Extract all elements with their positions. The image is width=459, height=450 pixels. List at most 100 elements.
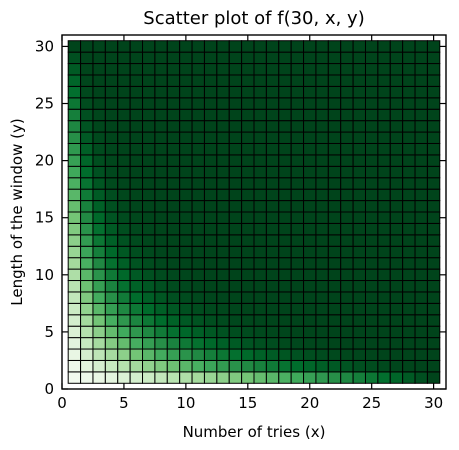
heatmap-cell [426, 51, 441, 65]
heatmap-cell [117, 245, 131, 259]
heatmap-cell [104, 302, 119, 316]
heatmap-cell [426, 200, 441, 213]
heatmap-cell [414, 280, 428, 293]
heatmap-cell [241, 165, 255, 179]
heatmap-cell [104, 120, 119, 133]
heatmap-cell [278, 337, 292, 350]
heatmap-cell [290, 165, 305, 179]
heatmap-cell [179, 234, 193, 247]
heatmap-cell [216, 177, 230, 190]
heatmap-cell [154, 348, 168, 361]
heatmap-cell [402, 268, 416, 282]
heatmap-cell [265, 51, 280, 65]
heatmap-cell [203, 348, 218, 361]
heatmap-cell [303, 177, 317, 190]
heatmap-cell [67, 63, 82, 76]
heatmap-cell [117, 371, 131, 384]
heatmap-cell [154, 74, 168, 87]
heatmap-cell [142, 177, 156, 190]
heatmap-cell [117, 222, 131, 236]
heatmap-cell [426, 359, 441, 373]
heatmap-cell [364, 314, 379, 327]
y-tick-label: 20 [35, 152, 54, 170]
heatmap-cell [228, 85, 243, 99]
heatmap-cell [414, 337, 428, 350]
heatmap-cell [104, 359, 119, 373]
heatmap-cell [129, 314, 144, 327]
heatmap-cell [80, 291, 94, 304]
heatmap-cell [142, 359, 156, 373]
heatmap-cell [92, 280, 106, 293]
heatmap-cell [67, 40, 82, 53]
heatmap-cell [191, 325, 205, 339]
heatmap-cell [303, 200, 317, 213]
heatmap-cell [80, 165, 94, 179]
heatmap-cell [327, 154, 342, 167]
heatmap-cell [352, 325, 366, 339]
heatmap-cell [129, 268, 144, 282]
heatmap-cell [117, 131, 131, 144]
heatmap-cell [253, 280, 267, 293]
heatmap-cell [80, 222, 94, 236]
heatmap-cell [290, 314, 305, 327]
heatmap-cell [290, 337, 305, 350]
heatmap-cell [228, 177, 243, 190]
heatmap-cell [327, 188, 342, 202]
heatmap-cell [315, 200, 329, 213]
heatmap-cell [104, 85, 119, 99]
heatmap-cell [241, 337, 255, 350]
heatmap-cell [241, 200, 255, 213]
heatmap-cell [203, 257, 218, 270]
heatmap-cell [191, 108, 205, 122]
heatmap-cell [315, 97, 329, 110]
heatmap-cell [154, 211, 168, 224]
heatmap-cell [117, 40, 131, 53]
y-tick-label: 5 [44, 323, 54, 341]
heatmap-cell [265, 211, 280, 224]
heatmap-cell [191, 371, 205, 384]
heatmap-cell [278, 245, 292, 259]
heatmap-cell [80, 120, 94, 133]
heatmap-cell [117, 234, 131, 247]
heatmap-cell [104, 131, 119, 144]
heatmap-cell [104, 165, 119, 179]
heatmap-cell [327, 142, 342, 156]
heatmap-cell [228, 74, 243, 87]
heatmap-cell [265, 120, 280, 133]
heatmap-cell [303, 142, 317, 156]
heatmap-cell [241, 131, 255, 144]
heatmap-cell [414, 74, 428, 87]
heatmap-cell [117, 314, 131, 327]
heatmap-cell [117, 291, 131, 304]
heatmap-cell [315, 234, 329, 247]
heatmap-cell [241, 234, 255, 247]
heatmap-cell [253, 348, 267, 361]
heatmap-cell [364, 222, 379, 236]
heatmap-cell [253, 177, 267, 190]
heatmap-cell [191, 131, 205, 144]
heatmap-cell [389, 222, 404, 236]
heatmap-cell [228, 154, 243, 167]
heatmap-cell [327, 371, 342, 384]
heatmap-cell [203, 245, 218, 259]
heatmap-cell [278, 154, 292, 167]
heatmap-cell [315, 359, 329, 373]
heatmap-cell [315, 268, 329, 282]
heatmap-cell [265, 200, 280, 213]
heatmap-cell [352, 131, 366, 144]
heatmap-cell [241, 348, 255, 361]
heatmap-cell [241, 314, 255, 327]
heatmap-cell [117, 188, 131, 202]
heatmap-cell [265, 337, 280, 350]
heatmap-cell [278, 131, 292, 144]
heatmap-cell [303, 257, 317, 270]
heatmap-cell [117, 359, 131, 373]
heatmap-cell [290, 245, 305, 259]
heatmap-cell [142, 302, 156, 316]
heatmap-cell [241, 268, 255, 282]
heatmap-cell [315, 120, 329, 133]
heatmap-cells [67, 40, 441, 384]
heatmap-cell [67, 142, 82, 156]
heatmap-cell [179, 51, 193, 65]
heatmap-cell [129, 348, 144, 361]
